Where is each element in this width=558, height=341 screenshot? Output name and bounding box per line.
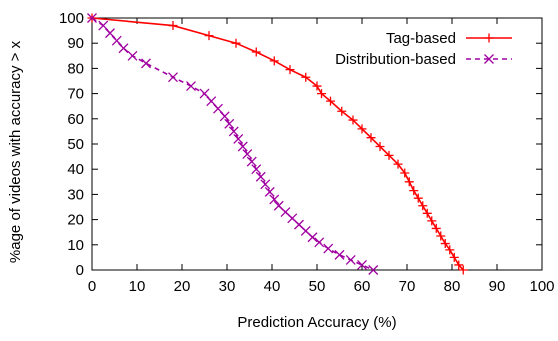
x-tick-label: 60 (354, 278, 371, 295)
x-tick-label: 40 (264, 278, 281, 295)
series-line (91, 17, 374, 271)
data-point (400, 168, 410, 178)
data-point (384, 150, 394, 160)
x-tick-label: 100 (529, 278, 554, 295)
y-tick-label: 20 (67, 212, 84, 229)
data-point (393, 159, 403, 169)
data-point (255, 171, 266, 182)
data-point (233, 134, 244, 144)
data-point (237, 141, 248, 152)
data-point (127, 50, 138, 61)
data-point (436, 231, 446, 241)
legend: Tag-based Distribution-based (335, 30, 512, 68)
data-point (357, 124, 367, 134)
data-point (404, 177, 414, 187)
data-point (228, 126, 239, 137)
data-point (269, 194, 280, 205)
legend-label: Distribution-based (335, 51, 456, 68)
data-point (264, 186, 275, 197)
data-point (413, 193, 423, 203)
data-point (345, 254, 356, 265)
data-point (307, 232, 318, 243)
data-point (484, 33, 494, 43)
data-point (246, 156, 257, 167)
data-point (251, 47, 261, 57)
series-line (91, 17, 464, 271)
x-tick-label: 70 (399, 278, 416, 295)
y-tick-label: 100 (59, 10, 84, 27)
y-tick-label: 90 (67, 35, 84, 52)
data-point (269, 56, 279, 66)
y-tick-label: 0 (76, 262, 84, 279)
y-tick-label: 30 (67, 186, 84, 203)
legend-label: Tag-based (386, 30, 456, 47)
y-tick-label: 50 (67, 136, 84, 153)
data-point (454, 260, 464, 270)
data-point (260, 179, 271, 190)
data-point (440, 239, 450, 249)
data-point (484, 54, 494, 64)
y-tick-label: 80 (67, 60, 84, 77)
y-tick-label: 70 (67, 86, 84, 103)
y-tick-label: 10 (67, 237, 84, 254)
data-point (375, 142, 385, 152)
x-tick-label: 50 (309, 278, 326, 295)
x-tick-label: 90 (489, 278, 506, 295)
y-axis-title: %age of videos with accuracy > x (7, 40, 24, 263)
x-tick-label: 20 (174, 278, 191, 295)
data-point (348, 115, 358, 125)
series-layer (87, 13, 468, 275)
data-point (337, 106, 347, 116)
data-point (445, 245, 455, 255)
data-point (168, 72, 178, 83)
data-point (285, 65, 295, 75)
data-point (314, 237, 325, 248)
data-point (323, 243, 334, 254)
data-point (168, 21, 178, 31)
x-tick-label: 80 (444, 278, 461, 295)
data-point (317, 89, 326, 99)
data-point (118, 43, 129, 54)
data-point (231, 38, 241, 48)
data-point (334, 249, 345, 260)
data-point (366, 133, 376, 143)
data-point (458, 265, 468, 275)
data-point (219, 111, 230, 122)
data-point (422, 208, 432, 218)
x-axis-title: Prediction Accuracy (%) (237, 314, 396, 331)
plot-frame (91, 17, 543, 271)
y-tick-label: 40 (67, 161, 84, 178)
data-point (418, 201, 428, 211)
x-tick-label: 0 (88, 278, 96, 295)
x-tick-label: 30 (219, 278, 236, 295)
data-point (357, 260, 367, 270)
data-point (204, 31, 214, 41)
data-point (251, 164, 262, 175)
data-point (87, 13, 97, 23)
y-tick-label: 60 (67, 111, 84, 128)
data-point (141, 58, 151, 69)
data-point (449, 252, 459, 262)
axes: 0 10 20 30 40 50 60 70 80 90 100 0 10 20 30 40 50 60 70 80 9… (59, 10, 555, 295)
data-point (326, 96, 335, 106)
data-point (431, 223, 441, 233)
data-point (224, 118, 235, 129)
series-1 (87, 13, 379, 275)
data-point (312, 81, 322, 91)
x-tick-label: 10 (129, 278, 146, 295)
data-point (242, 149, 253, 160)
data-point (409, 186, 419, 196)
data-point (368, 265, 379, 275)
data-point (301, 72, 311, 82)
data-point (186, 81, 196, 91)
data-point (427, 216, 437, 226)
series-0 (87, 13, 468, 275)
